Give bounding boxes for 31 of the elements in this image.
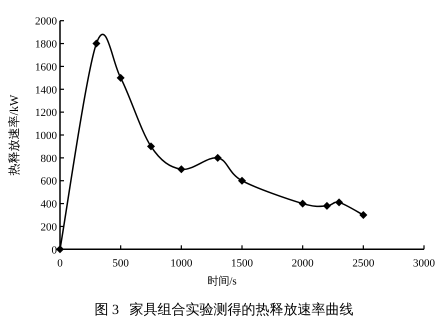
point: [359, 211, 368, 220]
x-tick-label: 1000: [170, 257, 193, 270]
y-tick-label: 0: [52, 244, 58, 256]
y-tick-label: 1600: [35, 61, 58, 74]
point: [56, 245, 64, 254]
point: [214, 154, 222, 162]
x-tick-label: 2000: [292, 257, 314, 270]
y-tick-label: 2000: [35, 16, 58, 28]
x-tick-label: 3000: [413, 257, 436, 270]
x-tick-label: 500: [112, 257, 130, 270]
point: [116, 74, 125, 82]
text: 图 3 家具组合实验测得的热释放速率曲线: [94, 302, 354, 318]
y-tick-label: 1800: [35, 38, 58, 51]
point: [177, 165, 186, 174]
point: [322, 202, 331, 210]
y-tick-label: 200: [40, 221, 58, 234]
point: [147, 142, 155, 150]
y-tick-label: 600: [40, 176, 58, 188]
point: [298, 200, 307, 208]
point: [335, 198, 344, 206]
y-tick-label: 1400: [35, 84, 58, 96]
y-axis-title: 热释放速率/kW: [7, 94, 21, 176]
y-tick-label: 800: [40, 152, 58, 165]
x-tick-label: 1500: [231, 257, 254, 270]
point: [238, 176, 246, 185]
y-tick-label: 400: [40, 198, 58, 211]
y-tick-label: 1000: [35, 130, 58, 142]
point: [92, 40, 100, 48]
x-tick-label: 2500: [352, 257, 375, 270]
x-axis-title: 时间/s: [207, 274, 237, 288]
y-tick-label: 1200: [35, 107, 58, 120]
